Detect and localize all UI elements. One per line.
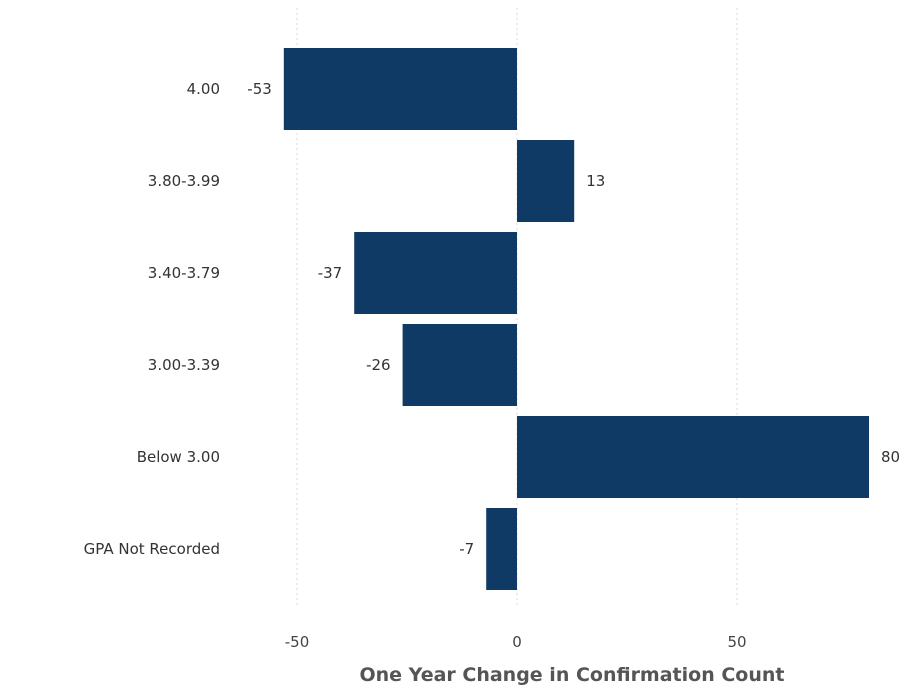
- labels-layer: 4.00 -53 3.80-3.99 13 3.40-3.79 -37 3.00-3.39 -…: [84, 80, 900, 558]
- category-label: Below 3.00: [137, 448, 220, 466]
- category-label: GPA Not Recorded: [84, 540, 220, 558]
- bar: [402, 324, 517, 406]
- ticks-layer: -50 0 50: [285, 633, 747, 651]
- category-label: 3.80-3.99: [148, 172, 220, 190]
- bars-layer: [283, 48, 869, 590]
- category-label: 4.00: [187, 80, 220, 98]
- bar: [354, 232, 517, 314]
- bar: [517, 140, 575, 222]
- x-tick-label: -50: [285, 633, 310, 651]
- category-label: 3.00-3.39: [148, 356, 220, 374]
- data-label: 13: [586, 172, 605, 190]
- data-label: -53: [247, 80, 272, 98]
- data-label: -7: [459, 540, 474, 558]
- data-label: 80: [881, 448, 900, 466]
- x-tick-label: 0: [512, 633, 522, 651]
- x-axis-title: One Year Change in Confirmation Count: [360, 664, 785, 686]
- data-label: -37: [318, 264, 343, 282]
- x-tick-label: 50: [727, 633, 746, 651]
- bar: [517, 416, 869, 498]
- data-label: -26: [366, 356, 391, 374]
- category-label: 3.40-3.79: [148, 264, 220, 282]
- bar: [486, 508, 517, 590]
- bar: [283, 48, 517, 130]
